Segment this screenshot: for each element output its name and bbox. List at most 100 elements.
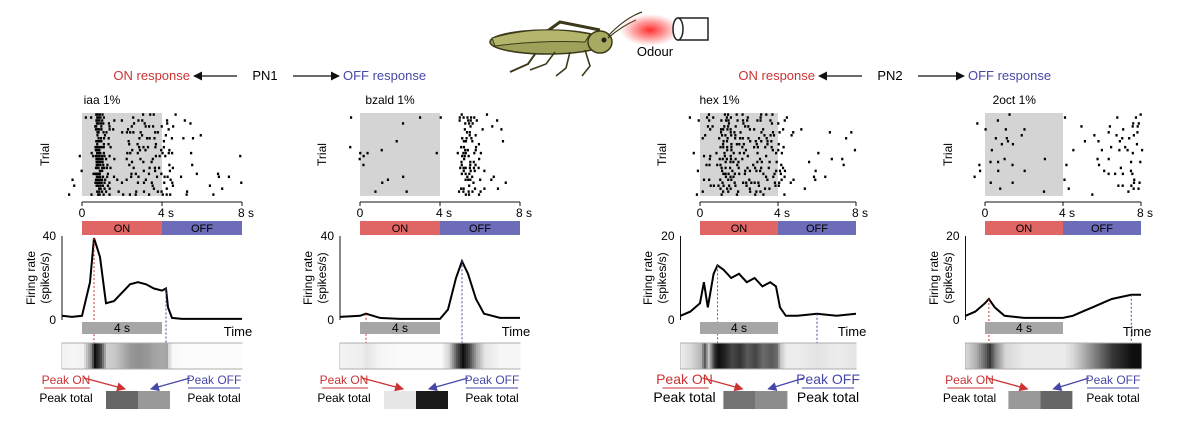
spike-tick xyxy=(760,160,763,164)
spike-tick xyxy=(100,190,104,193)
spike-tick xyxy=(468,131,471,134)
spike-tick xyxy=(473,116,476,119)
heatmap-cell xyxy=(1113,343,1117,369)
spike-tick xyxy=(101,119,104,122)
spike-tick xyxy=(96,145,100,149)
spike-tick xyxy=(1131,172,1134,176)
panel-bzald-1-: bzald 1% Trial 0 4 s 8 s ON OFF 40 0 Firing rate(… xyxy=(301,93,532,409)
peak-on-label: Peak ON xyxy=(42,373,91,387)
spike-tick xyxy=(1127,190,1130,193)
spike-tick xyxy=(102,142,105,146)
spike-tick xyxy=(759,190,762,193)
heatmap-cell xyxy=(422,343,425,369)
spike-tick xyxy=(734,157,737,161)
spike-tick xyxy=(845,137,848,140)
heatmap-cell xyxy=(138,343,141,369)
spike-tick xyxy=(688,116,692,119)
spike-tick xyxy=(99,160,102,164)
spike-tick xyxy=(1136,125,1139,128)
spike-tick xyxy=(221,187,224,190)
spike-tick xyxy=(1008,113,1011,116)
spike-tick xyxy=(467,119,470,122)
heatmap-cell xyxy=(979,343,982,369)
heatmap-cell xyxy=(1010,343,1013,369)
spike-tick xyxy=(460,145,463,149)
spike-tick xyxy=(1129,169,1133,173)
heatmap-cell xyxy=(729,343,732,369)
spike-tick xyxy=(730,145,733,149)
spike-tick xyxy=(108,125,111,128)
spike-tick xyxy=(765,137,768,140)
spike-tick xyxy=(732,151,735,155)
heatmap-cell xyxy=(82,343,85,369)
spike-tick xyxy=(469,125,472,128)
spike-tick xyxy=(168,163,171,167)
spike-tick xyxy=(766,178,769,182)
spike-tick xyxy=(148,166,151,170)
heatmap-cell xyxy=(502,343,505,369)
spike-tick xyxy=(716,163,719,167)
heatmap-cell xyxy=(438,343,441,369)
heatmap-cell xyxy=(518,343,521,369)
heatmap-cell xyxy=(382,343,385,369)
spike-tick xyxy=(94,166,98,170)
heatmap-cell xyxy=(1018,343,1021,369)
spike-tick xyxy=(99,122,103,125)
heatmap-cell xyxy=(466,343,469,369)
heatmap-cell xyxy=(822,343,826,369)
spike-tick xyxy=(473,187,477,190)
peak-on-label: Peak ON xyxy=(945,373,994,387)
spike-tick xyxy=(824,175,827,179)
heatmap-cell xyxy=(398,343,401,369)
spike-tick xyxy=(706,116,709,119)
firing-rate-trace xyxy=(339,258,520,320)
spike-tick xyxy=(496,187,500,190)
heatmap-cell xyxy=(805,343,808,369)
spike-tick xyxy=(461,137,464,140)
heatmap-cell xyxy=(742,343,746,369)
heatmap-cell xyxy=(226,343,229,369)
spike-tick xyxy=(150,181,153,184)
heatmap-cell xyxy=(368,343,371,369)
spike-tick xyxy=(729,160,732,164)
spike-tick xyxy=(162,139,166,143)
spike-tick xyxy=(240,181,243,184)
spike-tick xyxy=(729,187,732,190)
spike-tick xyxy=(719,178,722,182)
heatmap-cell xyxy=(472,343,475,369)
on-index-box xyxy=(1008,391,1041,409)
spike-tick xyxy=(774,151,778,155)
heatmap-cell xyxy=(198,343,201,369)
spike-tick xyxy=(733,131,736,134)
spike-tick xyxy=(771,113,774,116)
spike-tick xyxy=(1131,125,1134,128)
spike-tick xyxy=(153,169,157,173)
spike-tick xyxy=(100,145,103,149)
spike-tick xyxy=(1115,134,1118,137)
spike-tick xyxy=(989,181,992,184)
spike-tick xyxy=(189,122,192,125)
spike-tick xyxy=(726,187,729,190)
heatmap-cell xyxy=(94,343,97,369)
spike-tick xyxy=(170,137,174,140)
spike-tick xyxy=(154,131,157,134)
spike-tick xyxy=(468,172,471,176)
spike-tick xyxy=(130,160,134,164)
heatmap-cell xyxy=(1066,343,1070,369)
spike-tick xyxy=(97,193,100,196)
heatmap-cell xyxy=(450,343,453,369)
spike-tick xyxy=(727,122,731,125)
spike-tick xyxy=(767,166,770,170)
spike-tick xyxy=(474,163,477,167)
spike-tick xyxy=(841,157,844,161)
heatmap-cell xyxy=(977,343,980,369)
spike-tick xyxy=(721,169,724,173)
peak-off-label: Peak OFF xyxy=(465,373,520,387)
spike-tick xyxy=(462,151,465,155)
spike-tick xyxy=(756,151,759,155)
spike-tick xyxy=(140,134,144,137)
spike-tick xyxy=(735,142,738,146)
spike-tick xyxy=(729,116,732,119)
heatmap-cell xyxy=(442,343,445,369)
on-index-box xyxy=(106,391,138,409)
